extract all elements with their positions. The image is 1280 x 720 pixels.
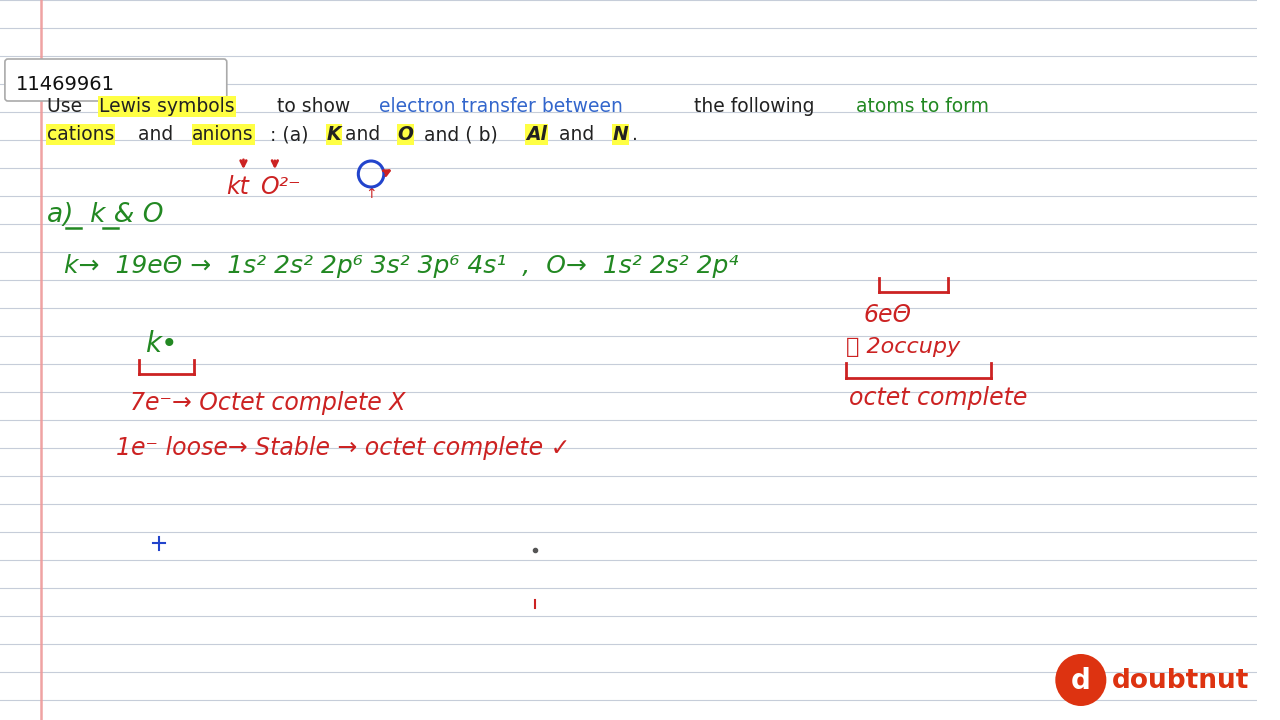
Text: a)  k & O: a) k & O	[47, 202, 164, 228]
Text: 1e⁻ loose→ Stable → octet complete ✓: 1e⁻ loose→ Stable → octet complete ✓	[115, 436, 570, 460]
Circle shape	[1055, 654, 1106, 706]
Text: cations: cations	[47, 125, 114, 144]
Text: O: O	[397, 125, 413, 144]
Text: d: d	[1071, 667, 1091, 695]
Text: kt: kt	[225, 175, 248, 199]
Text: 7e⁻→ Octet complete X: 7e⁻→ Octet complete X	[129, 391, 404, 415]
Text: doubtnut: doubtnut	[1112, 668, 1249, 694]
Text: and: and	[346, 125, 387, 144]
Text: the following: the following	[687, 97, 820, 116]
Text: K: K	[326, 125, 342, 144]
Text: anions: anions	[192, 125, 253, 144]
Text: 6eΘ: 6eΘ	[864, 303, 913, 327]
Text: Al: Al	[526, 125, 547, 144]
Text: k•: k•	[146, 330, 178, 358]
FancyBboxPatch shape	[5, 59, 227, 101]
Text: Lewis symbols: Lewis symbols	[100, 97, 234, 116]
Text: octet complete: octet complete	[849, 386, 1028, 410]
Text: : (a): : (a)	[270, 125, 315, 144]
Text: ⑷ 2occupy: ⑷ 2occupy	[846, 337, 960, 357]
Text: 11469961: 11469961	[15, 74, 115, 94]
Text: O²⁻: O²⁻	[260, 175, 301, 199]
Text: Use: Use	[47, 97, 88, 116]
Text: and ( b): and ( b)	[417, 125, 503, 144]
Text: N: N	[613, 125, 628, 144]
Text: .: .	[632, 125, 639, 144]
Text: ↑: ↑	[365, 187, 376, 201]
Text: k→  19eΘ →  1s² 2s² 2p⁶ 3s² 3p⁶ 4s¹  ,  O→  1s² 2s² 2p⁴: k→ 19eΘ → 1s² 2s² 2p⁶ 3s² 3p⁶ 4s¹ , O→ 1…	[64, 254, 739, 278]
Text: electron transfer between: electron transfer between	[379, 97, 623, 116]
Text: atoms to form: atoms to form	[856, 97, 988, 116]
Text: to show: to show	[271, 97, 356, 116]
Text: and: and	[553, 125, 600, 144]
Text: and: and	[132, 125, 179, 144]
